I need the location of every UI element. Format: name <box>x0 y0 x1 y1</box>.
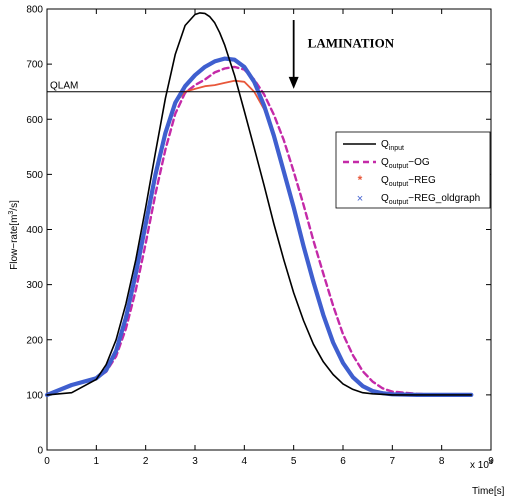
x-tick-label: 5 <box>291 456 297 467</box>
x-tick-label: 1 <box>94 456 100 467</box>
series-line-1 <box>46 12 473 396</box>
x-tick-label: 9 <box>488 456 494 467</box>
legend-entry: Qoutput−OG <box>343 157 430 170</box>
x-axis-label: Time[s] <box>472 486 505 497</box>
y-tick-label: 400 <box>26 225 43 236</box>
x-tick-label: 6 <box>340 456 346 467</box>
legend-marker: * <box>358 173 363 187</box>
x-multiplier-base: x 10 <box>470 460 489 471</box>
y-tick-label: 500 <box>26 170 43 181</box>
x-tick-label: 0 <box>44 456 50 467</box>
y-tick-label: 100 <box>26 390 43 401</box>
y-tick-label: 800 <box>26 5 43 16</box>
x-multiplier-exponent: 4 <box>489 459 493 466</box>
lamination-arrow-head <box>288 76 299 89</box>
x-tick-label: 8 <box>439 456 445 467</box>
x-tick-label: 7 <box>390 456 396 467</box>
y-label-tail: /s] <box>9 200 20 211</box>
y-tick-label: 300 <box>26 280 43 291</box>
y-tick-label: 200 <box>26 335 43 346</box>
x-axis-multiplier: x 104 <box>470 459 493 471</box>
x-tick-label: 3 <box>192 456 198 467</box>
y-axis-label: Flow−rate[m3/s] <box>8 200 20 270</box>
x-tick-label: 2 <box>143 456 149 467</box>
y-label-sup: 3 <box>8 211 15 215</box>
legend-label: Qinput <box>381 139 404 152</box>
series-line-4 <box>44 56 474 397</box>
legend-entry: Qinput <box>343 139 404 152</box>
y-tick-label: 600 <box>26 115 43 126</box>
legend-label: Qoutput−OG <box>381 157 430 170</box>
legend-entry: × Qoutput−REG_oldgraph <box>357 193 480 206</box>
y-label-main: Flow−rate[m <box>9 215 20 270</box>
legend-label: Qoutput−REG_oldgraph <box>381 193 480 206</box>
y-tick-label: 0 <box>37 446 43 457</box>
lamination-annotation: LAMINATION <box>308 36 395 51</box>
qlam-label: QLAM <box>50 81 78 92</box>
legend-marker: × <box>357 193 363 205</box>
legend-label: Qoutput−REG <box>381 175 436 188</box>
x-tick-label: 4 <box>242 456 248 467</box>
legend-entry: * Qoutput−REG <box>358 173 436 188</box>
y-tick-label: 700 <box>26 60 43 71</box>
plot-area <box>46 8 492 451</box>
